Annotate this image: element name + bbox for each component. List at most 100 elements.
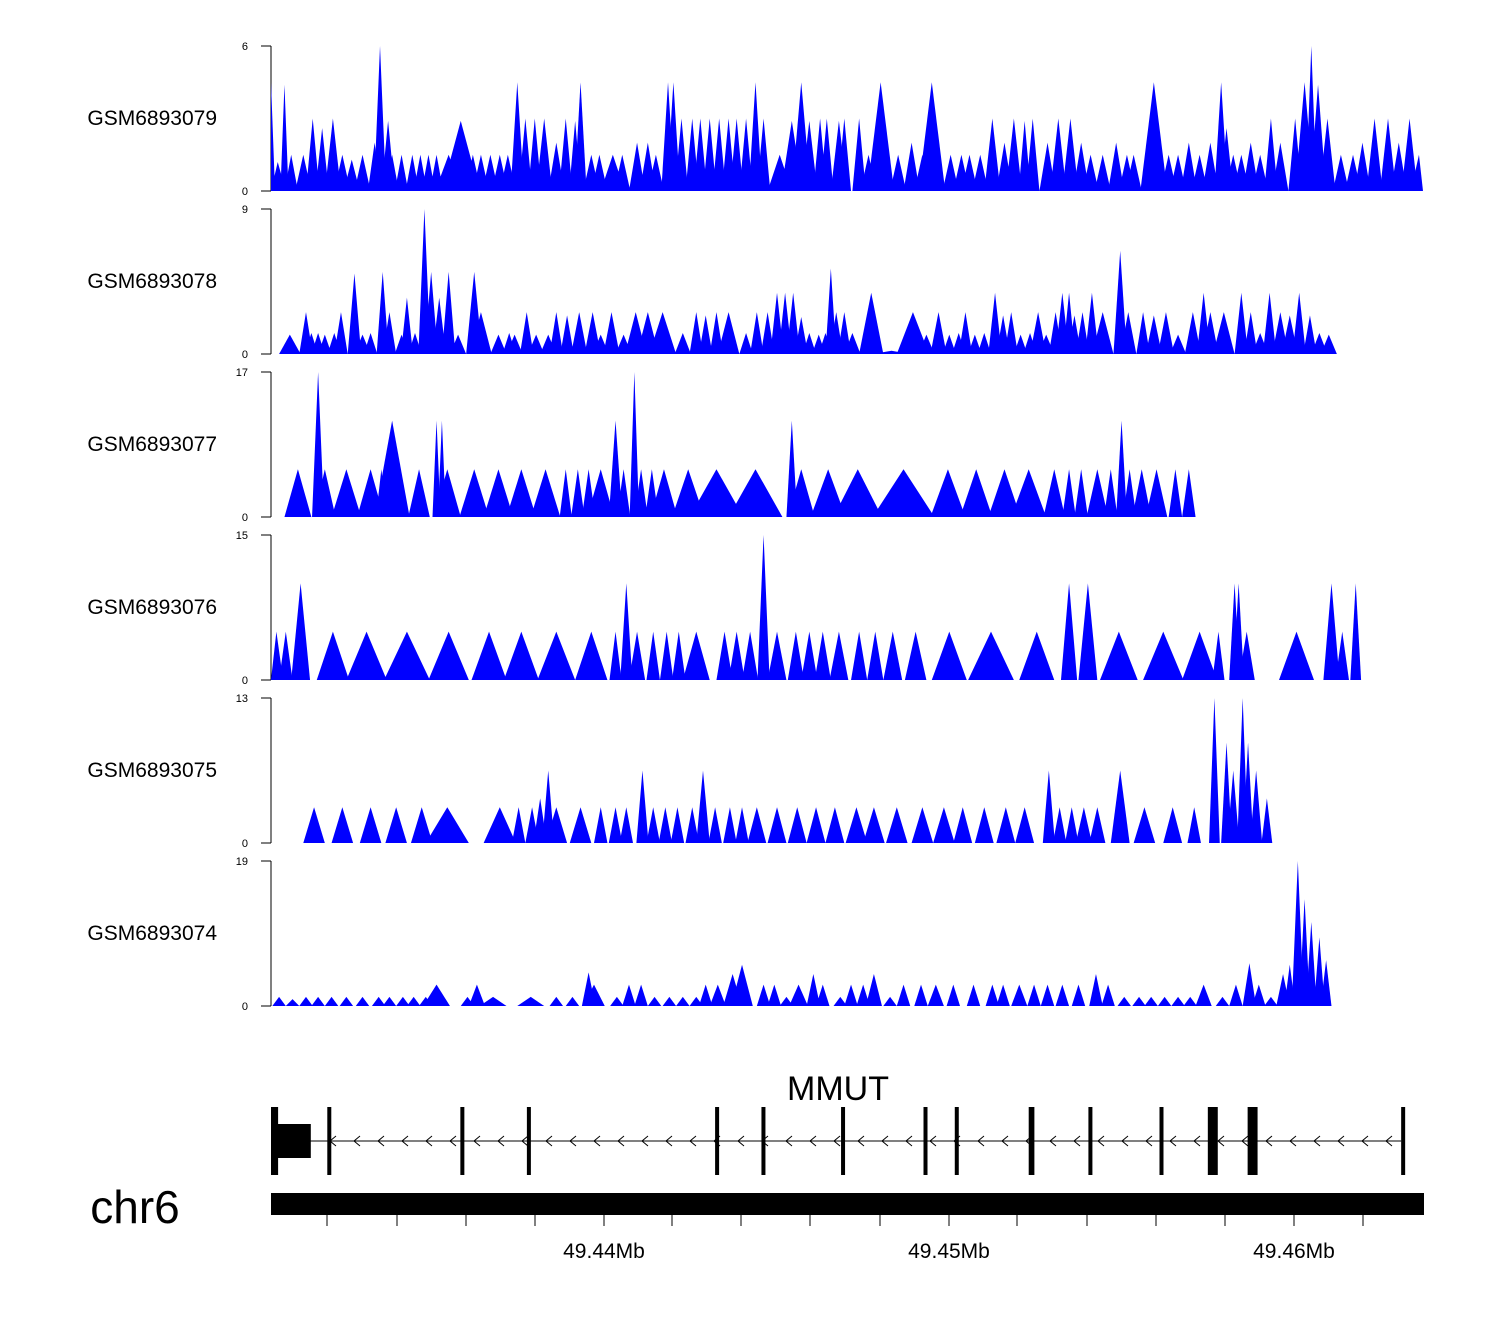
coverage-peak xyxy=(650,469,678,517)
coverage-peak xyxy=(1234,292,1249,354)
coverage-peak xyxy=(1215,996,1230,1006)
coverage-peak xyxy=(1144,996,1158,1006)
coverage-peak xyxy=(1132,996,1146,1006)
coverage-peak xyxy=(433,469,461,517)
coverage-peak xyxy=(1313,937,1325,1006)
coverage-peak xyxy=(314,469,336,517)
track-GSM6893078: 9 0 GSM6893078 xyxy=(87,204,1337,361)
coverage-peak xyxy=(1078,583,1098,680)
coverage-peak xyxy=(634,984,648,1006)
coverage-peak xyxy=(810,469,846,517)
coverage-peak xyxy=(271,82,276,191)
coverage-peak xyxy=(569,807,592,843)
coverage-peak xyxy=(1350,583,1362,680)
coverage-peak xyxy=(408,469,430,517)
x-tick-label: 49.46Mb xyxy=(1253,1240,1335,1263)
coverage-peak xyxy=(709,312,724,354)
coverage-peak xyxy=(560,315,574,354)
coverage-peak xyxy=(530,469,561,517)
coverage-peak xyxy=(760,312,775,354)
strand-arrow xyxy=(929,1135,937,1147)
coverage-peak xyxy=(896,984,911,1006)
coverage-peak xyxy=(883,996,897,1006)
coverage-peak xyxy=(424,271,438,354)
coverage-peak xyxy=(806,973,821,1006)
coverage-peak xyxy=(689,996,703,1006)
coverage-peak xyxy=(1143,631,1184,680)
coverage-peak xyxy=(511,807,526,843)
coverage-peak xyxy=(284,469,312,517)
coverage-peak xyxy=(428,631,469,680)
gene-track: MMUT xyxy=(271,1070,1406,1175)
coverage-peak xyxy=(1202,142,1219,191)
coverage-peak xyxy=(1011,984,1028,1006)
coverage-peak xyxy=(1075,312,1090,354)
coverage-peak xyxy=(977,333,991,354)
strand-arrow xyxy=(521,1135,529,1147)
coverage-peak xyxy=(872,469,935,517)
coverage-peak xyxy=(845,807,868,843)
strand-arrow xyxy=(1145,1135,1153,1147)
genome-axis: chr6 49.44Mb 49.45Mb 49.46Mb xyxy=(90,1181,1424,1263)
coverage-peak xyxy=(331,469,362,517)
coverage-peak xyxy=(820,118,834,191)
coverage-peak xyxy=(1221,742,1232,843)
coverage-peak xyxy=(708,807,722,843)
coverage-peak xyxy=(510,82,525,191)
coverage-peak xyxy=(1299,899,1310,1006)
coverage-peak xyxy=(1082,154,1099,191)
strand-arrow xyxy=(977,1135,985,1147)
coverage-peak xyxy=(1125,154,1142,191)
gene-label: MMUT xyxy=(787,1070,889,1108)
coverage-peak xyxy=(1191,154,1208,191)
coverage-peak xyxy=(305,118,320,191)
coverage-peak xyxy=(1309,84,1327,191)
coverage-peak xyxy=(284,154,298,191)
coverage-peak xyxy=(506,334,523,354)
coverage-peak xyxy=(384,631,430,680)
strand-arrow xyxy=(545,1135,553,1147)
coverage-peak xyxy=(549,996,564,1006)
coverage-peak xyxy=(303,807,325,843)
strand-arrow xyxy=(857,1135,865,1147)
coverage-peak xyxy=(883,631,903,680)
coverage-peak xyxy=(647,154,664,191)
coverage-peak xyxy=(559,469,572,517)
strand-arrow xyxy=(737,1135,745,1147)
coverage-peak xyxy=(565,996,580,1006)
coverage-peak xyxy=(279,334,301,354)
coverage-peak xyxy=(863,807,885,843)
coverage-peak xyxy=(468,984,485,1006)
coverage-peak xyxy=(299,996,313,1006)
exon xyxy=(1159,1107,1164,1175)
coverage-peak xyxy=(1238,631,1255,680)
coverage-peak xyxy=(1261,798,1273,843)
coverage-peak xyxy=(1401,118,1418,191)
strand-arrow xyxy=(1241,1135,1249,1147)
coverage-peak xyxy=(449,334,467,354)
coverage-peak xyxy=(696,770,710,843)
coverage-peak xyxy=(574,82,587,191)
coverage-peak xyxy=(490,334,507,354)
coverage-peak xyxy=(545,807,568,843)
coverage-peak xyxy=(279,631,293,680)
strand-arrow xyxy=(401,1135,409,1147)
coverage-peak xyxy=(787,469,815,517)
coverage-peak xyxy=(735,807,749,843)
coverage-peak xyxy=(1292,292,1306,354)
coverage-peak xyxy=(518,118,533,191)
coverage-peak xyxy=(672,469,705,517)
coverage-peak xyxy=(1055,984,1070,1006)
track-GSM6893076: 15 0 GSM6893076 xyxy=(87,530,1362,687)
y-tick-label-max: 15 xyxy=(236,530,248,542)
coverage-peak xyxy=(859,292,884,354)
track-GSM6893079: 6 0 GSM6893079 xyxy=(87,41,1423,198)
strand-arrow xyxy=(593,1135,601,1147)
coverage-peak xyxy=(571,312,588,354)
coverage-peak xyxy=(1117,996,1131,1006)
coverage-peak xyxy=(748,82,763,191)
coverage-peak xyxy=(396,996,410,1006)
coverage-peak xyxy=(756,118,771,191)
coverage-peak xyxy=(1320,960,1332,1006)
coverage-peak xyxy=(1094,154,1111,191)
